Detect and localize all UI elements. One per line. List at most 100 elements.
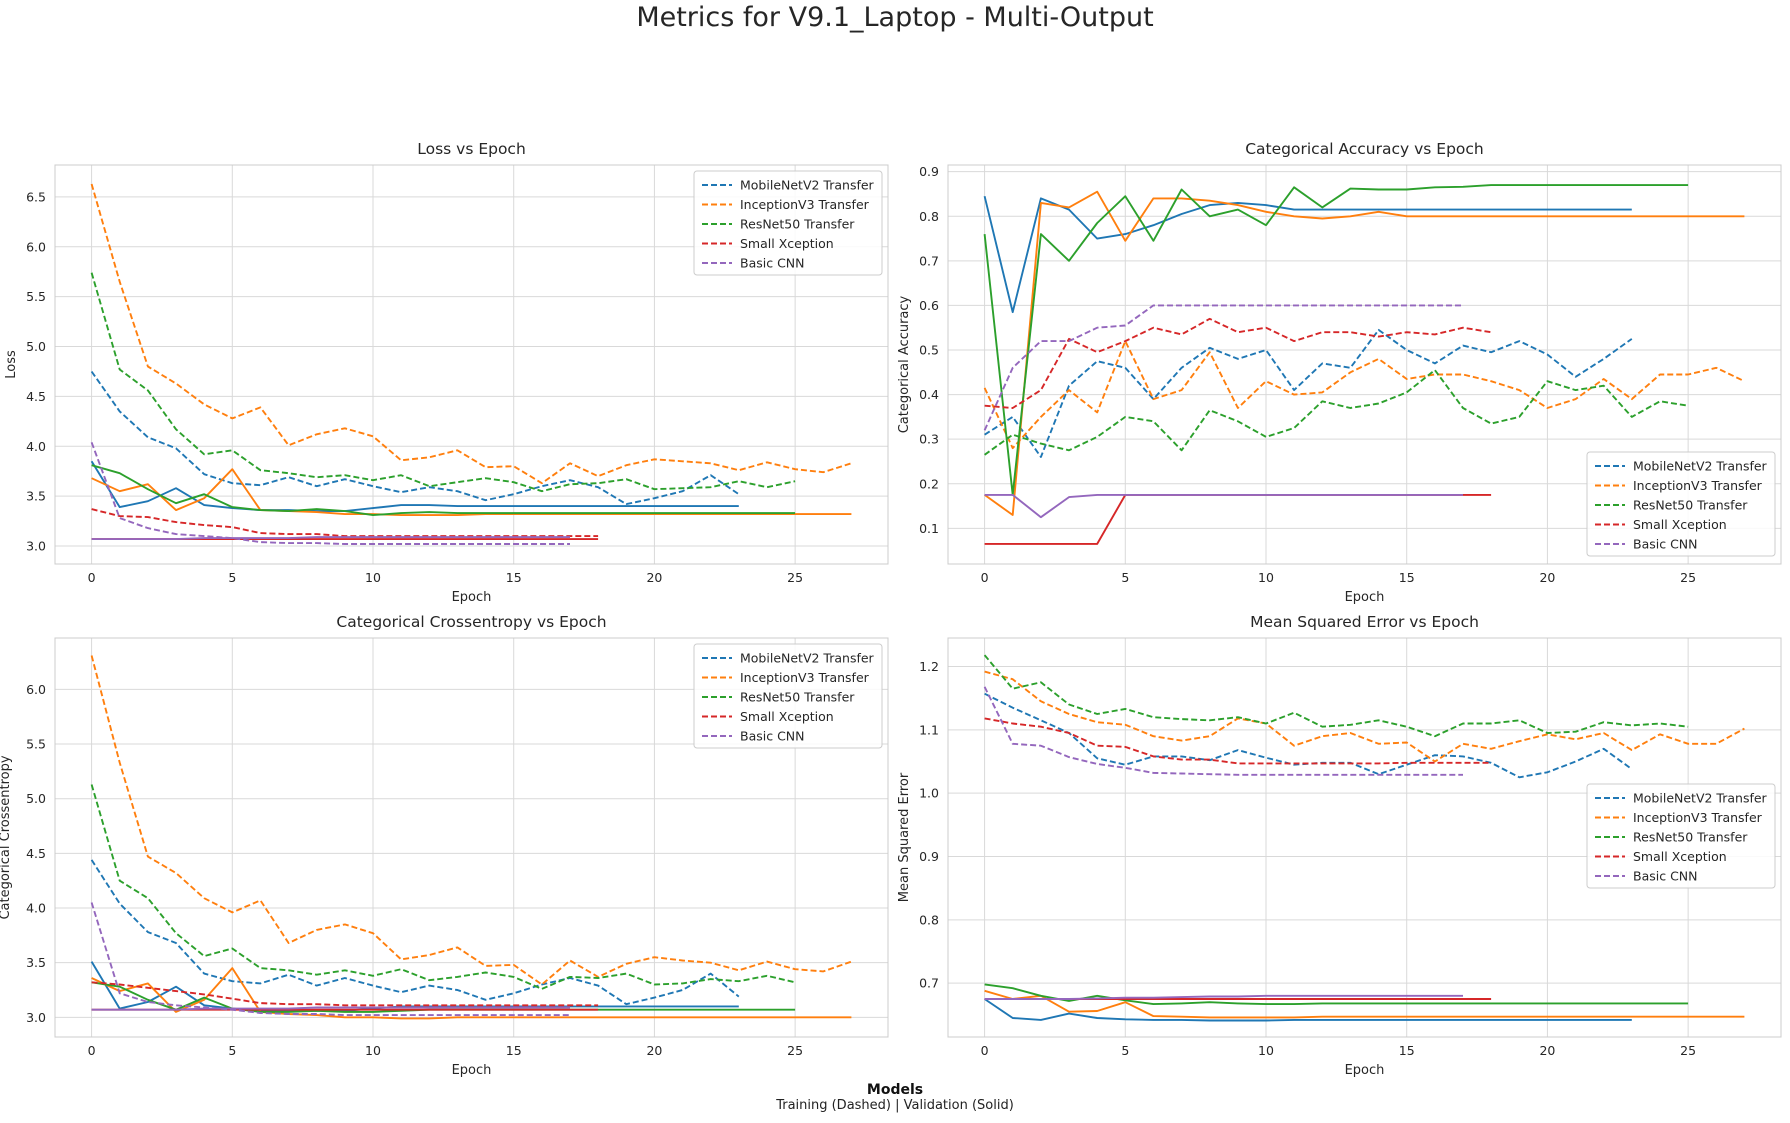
legend-entry: Small Xception <box>1633 517 1727 532</box>
series-line-inceptionv3-transfer-dashed <box>90 183 852 485</box>
y-tick-label: 4.5 <box>26 389 46 404</box>
chart-panel-1: 0 5 10 15 20 25 3.0 3.5 4.0 4.5 5.0 5.5 6.0 6.5 Loss v… <box>4 140 889 605</box>
x-tick-label: 10 <box>365 1043 381 1058</box>
plot-frame <box>54 637 889 1038</box>
y-tick-label: 5.0 <box>26 791 46 806</box>
series-line-resnet50-transfer-dashed <box>984 369 1689 456</box>
x-tick-label: 5 <box>228 570 236 585</box>
x-tick-label: 25 <box>1680 570 1696 585</box>
chart-legend: MobileNetV2 Transfer InceptionV3 Transfer… <box>1586 783 1776 889</box>
y-tick-label: 5.5 <box>26 737 46 752</box>
series-line-mobilenetv2-transfer-dashed <box>984 328 1633 458</box>
chart-legend: MobileNetV2 Transfer InceptionV3 Transfer… <box>693 170 883 276</box>
series-line-mobilenetv2-transfer-solid <box>983 195 1632 314</box>
y-tick-label: 5.0 <box>26 339 46 354</box>
legend-entry: Basic CNN <box>1633 537 1698 552</box>
y-tick-label: 3.5 <box>26 489 46 504</box>
plot-frame <box>54 164 889 565</box>
y-axis-label: Categorical Accuracy <box>897 295 912 433</box>
legend-entry: InceptionV3 Transfer <box>740 670 870 685</box>
x-tick-label: 25 <box>1680 1043 1696 1058</box>
x-axis-label: Epoch <box>1345 590 1385 605</box>
series-line-basic-cnn-solid <box>984 493 1463 519</box>
x-tick-label: 15 <box>1399 1043 1415 1058</box>
chart-title: Loss vs Epoch <box>417 140 526 158</box>
x-tick-label: 0 <box>88 570 96 585</box>
x-tick-label: 20 <box>1539 570 1555 585</box>
y-tick-label: 3.5 <box>26 955 46 970</box>
legend-entry: ResNet50 Transfer <box>1633 498 1748 513</box>
x-tick-label: 10 <box>1258 570 1274 585</box>
series-line-inceptionv3-transfer-solid <box>91 967 852 1020</box>
legend-caption-subtitle: Training (Dashed) | Validation (Solid) <box>776 1098 1014 1113</box>
series-line-basic-cnn-dashed <box>90 441 570 545</box>
legend-box <box>1586 783 1776 889</box>
y-tick-label: 0.8 <box>919 912 939 927</box>
x-tick-label: 5 <box>1121 570 1129 585</box>
y-tick-label: 4.5 <box>26 846 46 861</box>
y-tick-label: 6.0 <box>26 682 46 697</box>
y-tick-label: 0.9 <box>919 164 939 179</box>
legend-entry: Basic CNN <box>1633 869 1698 884</box>
chart-panel-4: 0 5 10 15 20 25 0.7 0.8 0.9 1.0 1.1 1.2 Mean Squared… <box>897 613 1782 1078</box>
series-line-basic-cnn-dashed <box>983 686 1463 776</box>
legend-entry: InceptionV3 Transfer <box>1633 810 1763 825</box>
legend-entry: ResNet50 Transfer <box>740 690 855 705</box>
series-line-resnet50-transfer-solid <box>984 983 1689 1006</box>
legend-entry: InceptionV3 Transfer <box>740 197 870 212</box>
series-line-mobilenetv2-transfer-solid <box>90 460 739 513</box>
legend-entry: InceptionV3 Transfer <box>1633 478 1763 493</box>
y-tick-label: 6.0 <box>26 239 46 254</box>
chart-title: Mean Squared Error vs Epoch <box>1250 613 1479 631</box>
legend-entry: Small Xception <box>740 236 834 251</box>
series-line-basic-cnn-solid <box>984 994 1463 1000</box>
legend-entry: MobileNetV2 Transfer <box>1633 459 1768 474</box>
x-axis-label: Epoch <box>452 1063 492 1078</box>
y-axis-label: Mean Squared Error <box>897 772 912 902</box>
x-tick-label: 25 <box>787 570 803 585</box>
legend-box <box>693 643 883 749</box>
legend-entry: MobileNetV2 Transfer <box>1633 791 1768 806</box>
plot-frame <box>947 637 1782 1038</box>
series-line-basic-cnn-solid <box>91 1006 570 1011</box>
series-line-inceptionv3-transfer-dashed <box>984 670 1745 763</box>
x-tick-label: 15 <box>1399 570 1415 585</box>
series-line-mobilenetv2-transfer-dashed <box>90 859 740 1006</box>
series-line-basic-cnn-dashed <box>90 902 570 1017</box>
x-tick-label: 25 <box>787 1043 803 1058</box>
series-line-mobilenetv2-transfer-dashed <box>90 370 740 506</box>
series-line-inceptionv3-transfer-solid <box>984 989 1745 1019</box>
y-tick-label: 0.4 <box>919 387 939 402</box>
y-tick-label: 4.0 <box>26 439 46 454</box>
y-axis-label: Loss <box>4 350 19 379</box>
series-line-resnet50-transfer-solid <box>983 184 1689 496</box>
figure-title: Metrics for V9.1_Laptop - Multi-Output <box>636 2 1154 33</box>
chart-legend: MobileNetV2 Transfer InceptionV3 Transfer… <box>1586 451 1776 557</box>
y-axis-label: Categorical Crossentropy <box>0 755 13 919</box>
chart-title: Categorical Accuracy vs Epoch <box>1245 140 1484 158</box>
legend-entry: MobileNetV2 Transfer <box>740 178 875 193</box>
x-tick-label: 15 <box>506 570 522 585</box>
series-line-inceptionv3-transfer-dashed <box>90 655 852 986</box>
chart-legend: MobileNetV2 Transfer InceptionV3 Transfer… <box>693 643 883 749</box>
y-tick-label: 0.1 <box>919 521 939 536</box>
series-line-small-xception-dashed <box>984 317 1492 409</box>
legend-entry: Small Xception <box>1633 849 1727 864</box>
legend-box <box>693 170 883 276</box>
plot-frame <box>947 164 1782 565</box>
legend-caption-title: Models <box>866 1082 924 1098</box>
y-tick-label: 0.5 <box>919 343 939 358</box>
y-tick-label: 4.0 <box>26 901 46 916</box>
series-line-inceptionv3-transfer-solid <box>91 468 852 517</box>
legend-entry: MobileNetV2 Transfer <box>740 651 875 666</box>
x-tick-label: 20 <box>646 570 662 585</box>
y-tick-label: 0.6 <box>919 298 939 313</box>
x-tick-label: 0 <box>981 1043 989 1058</box>
chart-panel-3: 0 5 10 15 20 25 3.0 3.5 4.0 4.5 5.0 5.5 6.0 Categoric… <box>0 613 889 1078</box>
series-line-small-xception-dashed <box>984 717 1492 765</box>
x-tick-label: 20 <box>646 1043 662 1058</box>
x-tick-label: 5 <box>1121 1043 1129 1058</box>
y-tick-label: 3.0 <box>26 1010 46 1025</box>
legend-box <box>1586 451 1776 557</box>
